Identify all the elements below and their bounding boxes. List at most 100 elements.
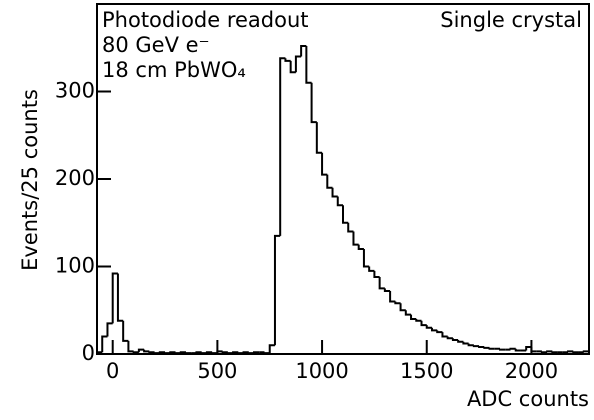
histogram-bin: [174, 352, 181, 355]
histogram-bin: [420, 320, 427, 327]
x-axis-label: ADC counts: [467, 387, 589, 411]
histogram-bin: [169, 351, 176, 354]
histogram-bin: [253, 351, 260, 354]
histogram-bin: [106, 322, 113, 337]
histogram-bin: [158, 351, 166, 354]
histogram-bin: [289, 60, 296, 74]
histogram-bin: [101, 335, 108, 353]
histogram-bin: [216, 350, 223, 354]
histogram-bin: [540, 351, 548, 354]
histogram-bin: [472, 345, 480, 348]
histogram-bin: [321, 152, 328, 176]
histogram-bin: [211, 352, 218, 355]
histogram-bin: [567, 350, 574, 353]
histogram-bin: [116, 273, 124, 322]
histogram-bin: [451, 338, 459, 341]
x-tick-label: 2000: [505, 359, 558, 383]
histogram-bin: [263, 352, 270, 355]
x-tick-label: 500: [197, 359, 237, 383]
histogram-bin: [514, 348, 521, 352]
x-tick-label: 1000: [295, 359, 348, 383]
histogram-bin: [357, 244, 364, 250]
x-tick-label: 0: [106, 359, 119, 383]
y-tick-label: 0: [82, 341, 95, 365]
annotation: 80 GeV e⁻: [102, 33, 210, 57]
annotation: Single crystal: [440, 8, 582, 32]
histogram-bin: [273, 234, 281, 346]
histogram-bin: [525, 346, 532, 351]
histogram-bin: [268, 344, 275, 354]
histogram-bin: [551, 351, 558, 354]
histogram-bin: [362, 249, 370, 268]
histogram-bin: [509, 347, 516, 350]
histogram-bin: [127, 340, 134, 353]
histogram-bin: [300, 45, 307, 57]
histogram-bin: [326, 174, 333, 189]
histogram-bin: [148, 351, 155, 354]
histogram-bin: [441, 332, 448, 338]
histogram-bin: [247, 352, 255, 355]
histogram-bin: [582, 350, 589, 353]
annotation: 18 cm PbWO₄: [102, 58, 246, 82]
histogram-bin: [221, 351, 228, 354]
histogram-bin: [195, 351, 202, 354]
histogram-bin: [200, 352, 207, 355]
histogram-bin: [457, 340, 464, 343]
histogram-bin: [399, 303, 406, 312]
y-tick-label: 300: [55, 79, 95, 103]
histogram-bin: [410, 314, 417, 320]
histogram-bin: [394, 301, 401, 305]
annotation: Photodiode readout: [102, 8, 309, 32]
histogram-bin: [315, 122, 323, 154]
x-tick-label: 1500: [400, 359, 453, 383]
histogram-bin: [310, 82, 317, 124]
histogram-bin: [284, 58, 291, 62]
histogram-bin: [368, 266, 375, 272]
histogram-bin: [530, 347, 537, 353]
y-tick-label: 100: [55, 254, 95, 278]
histogram-bin: [96, 351, 103, 354]
histogram-bin: [436, 330, 443, 334]
histogram-bin: [232, 351, 239, 354]
histogram-bin: [305, 46, 312, 84]
histogram-bin: [137, 348, 145, 353]
histogram-bin: [488, 347, 495, 350]
histogram-bin: [446, 336, 453, 340]
histogram-bin: [237, 352, 244, 355]
histogram-bin: [415, 319, 422, 322]
histogram-bin: [143, 349, 150, 353]
histogram-bin: [153, 352, 160, 355]
histogram-bin: [347, 222, 354, 233]
histogram-bin: [352, 231, 359, 246]
histogram-bin: [111, 272, 118, 324]
histogram-bin: [389, 291, 396, 303]
histogram-bin: [179, 351, 186, 354]
histogram-bin: [226, 352, 234, 355]
histogram-bin: [279, 57, 286, 236]
histogram-bin: [342, 205, 349, 224]
histogram-bin: [430, 327, 438, 332]
histogram-bin: [294, 55, 302, 73]
histogram-bin: [467, 343, 474, 347]
histogram-bin: [122, 320, 129, 342]
histogram-bin: [483, 346, 490, 349]
histogram-bin: [336, 196, 343, 207]
histogram-bin: [383, 288, 391, 292]
histogram-bin: [425, 325, 432, 329]
histogram-bin: [331, 187, 338, 198]
histogram-bin: [378, 277, 385, 290]
y-tick-label: 200: [55, 166, 95, 190]
histogram-bin: [242, 351, 249, 354]
histogram-bin: [404, 310, 412, 316]
histogram-bin: [184, 352, 192, 355]
histogram-bin: [478, 346, 485, 348]
histogram-bin: [462, 341, 469, 345]
histogram-bin: [164, 352, 171, 355]
histogram-bin: [546, 350, 553, 353]
histogram-bin: [373, 270, 380, 278]
histogram-bin: [572, 351, 579, 354]
histogram-bin: [205, 351, 213, 354]
histogram-bin: [132, 351, 139, 354]
histogram-bin: [499, 348, 506, 351]
